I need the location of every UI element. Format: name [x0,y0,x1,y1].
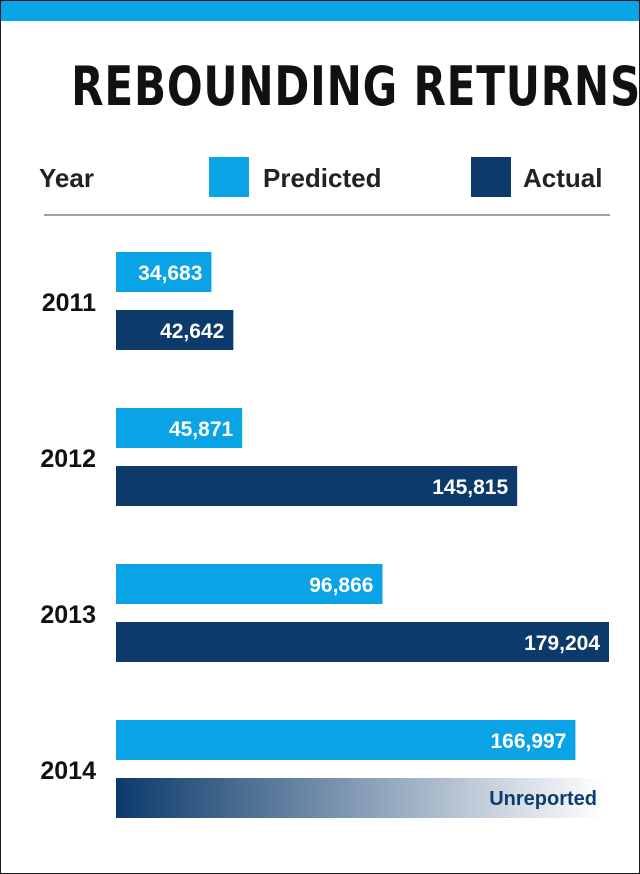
bar-predicted-2011 [116,252,212,292]
bar-actual-2012 [116,466,518,506]
bar-label-actual-2012: 145,815 [432,476,508,499]
legend-label-predicted: Predicted [263,163,382,193]
year-label-2011: 2011 [42,289,96,317]
year-label-2013: 2013 [40,601,96,629]
chart-title: REBOUNDING RETURNS [71,55,640,118]
bar-predicted-2013 [116,564,383,604]
bar-label-predicted-2014: 166,997 [490,730,566,753]
top-accent-bar [1,1,639,21]
header-divider [44,214,610,216]
bar-label-actual-2011: 42,642 [160,320,224,343]
bar-predicted-2014 [116,720,576,760]
year-column-header: Year [39,163,94,193]
bar-label-predicted-2013: 96,866 [309,574,373,597]
year-label-2014: 2014 [40,757,96,785]
bar-predicted-2012 [116,408,243,448]
bar-actual-2011 [116,310,234,350]
bar-actual-2013 [116,622,609,662]
legend-swatch-predicted [209,157,249,197]
year-label-2012: 2012 [40,445,96,473]
legend-swatch-actual [471,157,511,197]
bar-actual-2014-unreported [116,778,604,818]
bar-label-actual-2013: 179,204 [524,632,600,655]
legend-label-actual: Actual [523,163,603,193]
bar-label-predicted-2012: 45,871 [169,418,234,441]
bar-label-actual-2014: Unreported [489,788,597,810]
bar-label-predicted-2011: 34,683 [138,262,202,285]
